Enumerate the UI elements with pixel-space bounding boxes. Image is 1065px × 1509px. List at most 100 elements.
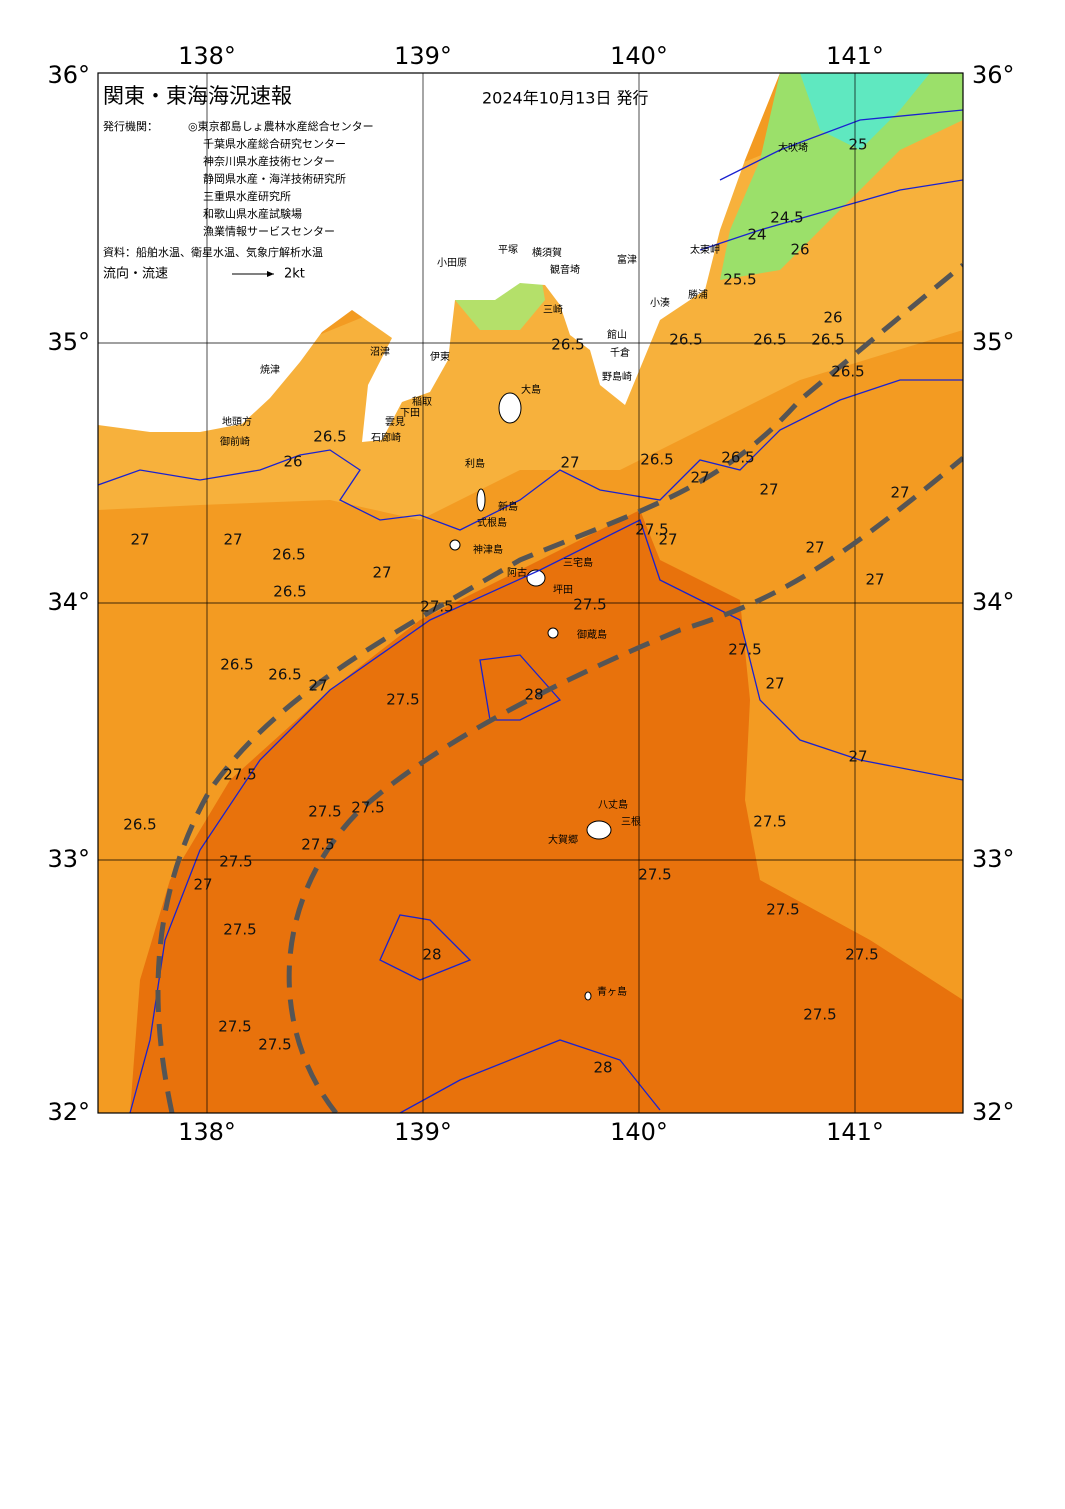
contour-label: 26.5	[220, 656, 253, 674]
island	[476, 488, 486, 512]
contour-label: 28	[593, 1059, 612, 1077]
publishers: ◎東京都島しょ農林水産総合センター千葉県水産総合研究センター神奈川県水産技術セン…	[188, 119, 374, 238]
contour-label: 27	[890, 484, 909, 502]
contour-label: 26.5	[272, 546, 305, 564]
island	[449, 539, 461, 551]
contour-label: 27	[223, 531, 242, 549]
flow-scale: 2kt	[284, 267, 305, 282]
place-name: 地頭方	[222, 415, 252, 428]
contour-label: 27	[765, 675, 784, 693]
contour-label: 27.5	[635, 521, 668, 539]
source: 資料：船舶水温、衛星水温、気象庁解析水温	[103, 245, 323, 259]
contour-label: 27	[193, 876, 212, 894]
contour-label: 26.5	[669, 331, 702, 349]
contour-label: 26	[823, 309, 842, 327]
island	[584, 991, 592, 1001]
lon-label-top: 138°	[178, 42, 236, 70]
publisher: 神奈川県水産技術センター	[203, 154, 335, 168]
island	[547, 627, 559, 639]
contour-label: 27	[805, 539, 824, 557]
place-name: 八丈島	[598, 798, 628, 811]
contour-label: 27.5	[308, 803, 341, 821]
graticule	[98, 73, 963, 1113]
lon-label-top: 139°	[394, 42, 452, 70]
contour-label: 27.5	[301, 836, 334, 854]
publisher: 静岡県水産・海洋技術研究所	[203, 172, 346, 186]
place-name: 勝浦	[688, 288, 708, 301]
flow-arrow-head	[267, 271, 274, 277]
place-name: 平塚	[498, 244, 518, 256]
warm-core	[130, 510, 963, 1113]
contour-label: 26.5	[123, 816, 156, 834]
contour-label: 26.5	[313, 428, 346, 446]
place-name: 下田	[400, 408, 420, 419]
contour-label: 27	[690, 469, 709, 487]
lat-label-right: 36°	[972, 61, 1015, 89]
lat-label-left: 34°	[47, 588, 90, 616]
place-name: 三根	[621, 815, 641, 828]
lat-label-right: 35°	[972, 328, 1015, 356]
contour-label: 27.5	[223, 921, 256, 939]
contour-label: 27.5	[728, 641, 761, 659]
place-name: 横須賀	[532, 246, 562, 259]
place-name: 館山	[607, 328, 627, 341]
contour-label: 24.5	[770, 209, 803, 227]
contour-label: 25.5	[723, 271, 756, 289]
place-name: 坪田	[553, 583, 573, 596]
contour-label: 27.5	[573, 596, 606, 614]
contour-label: 27	[308, 677, 327, 695]
lon-label-bottom: 139°	[394, 1118, 452, 1146]
place-name: 青ヶ島	[597, 985, 627, 998]
lat-label-left: 36°	[47, 61, 90, 89]
place-name: 小田原	[437, 257, 467, 269]
flow-label: 流向・流速	[103, 266, 168, 282]
issue-date: 2024年10月13日 発行	[482, 89, 649, 108]
place-name: 大賀郷	[548, 833, 578, 846]
place-name: 三宅島	[563, 556, 593, 569]
kuroshio-axis	[155, 263, 963, 1113]
contour-label: 27	[130, 531, 149, 549]
lat-label-left: 35°	[47, 328, 90, 356]
contour-label: 27.5	[219, 853, 252, 871]
contour-label: 27.5	[638, 866, 671, 884]
contour-label: 26.5	[753, 331, 786, 349]
contour-label: 27.5	[420, 598, 453, 616]
contour-label: 28	[524, 686, 543, 704]
contour-label: 27.5	[386, 691, 419, 709]
place-name: 焼津	[260, 364, 280, 376]
lon-label-bottom: 140°	[610, 1118, 668, 1146]
lat-label-right: 32°	[972, 1098, 1015, 1126]
place-name: 野島崎	[602, 370, 632, 383]
contour-label: 27	[658, 531, 677, 549]
contour-label: 25	[848, 136, 867, 154]
place-name: 御蔵島	[577, 628, 607, 641]
publisher: ◎東京都島しょ農林水産総合センター	[188, 119, 374, 133]
lat-label-right: 33°	[972, 845, 1015, 873]
contour-label: 24	[747, 226, 766, 244]
contour-label: 26.5	[640, 451, 673, 469]
map-area	[98, 73, 963, 1113]
contour-label: 27.5	[223, 766, 256, 784]
publisher: 千葉県水産総合研究センター	[203, 137, 346, 151]
labels: 138° 138° 139° 139° 140° 140° 141° 141° 36° 36° 35…	[47, 42, 1014, 1146]
contour-label: 26	[283, 453, 302, 471]
lon-label-bottom: 141°	[826, 1118, 884, 1146]
publisher: 三重県水産研究所	[203, 189, 291, 203]
contour-label: 27.5	[218, 1018, 251, 1036]
contour-label: 26	[790, 241, 809, 259]
place-name: 三崎	[543, 303, 563, 316]
contour-label: 26.5	[721, 449, 754, 467]
contour-label: 26.5	[831, 363, 864, 381]
map-frame	[97, 72, 964, 1114]
place-name: 利島	[465, 457, 485, 470]
place-name: 神津島	[473, 543, 503, 556]
lat-label-left: 32°	[47, 1098, 90, 1126]
contour-label: 27.5	[351, 799, 384, 817]
contour-label: 27.5	[753, 813, 786, 831]
island	[498, 392, 522, 424]
contour-label: 27.5	[258, 1036, 291, 1054]
place-name: 雲見	[385, 416, 405, 428]
lon-label-top: 141°	[826, 42, 884, 70]
place-name: 御前崎	[220, 435, 250, 448]
